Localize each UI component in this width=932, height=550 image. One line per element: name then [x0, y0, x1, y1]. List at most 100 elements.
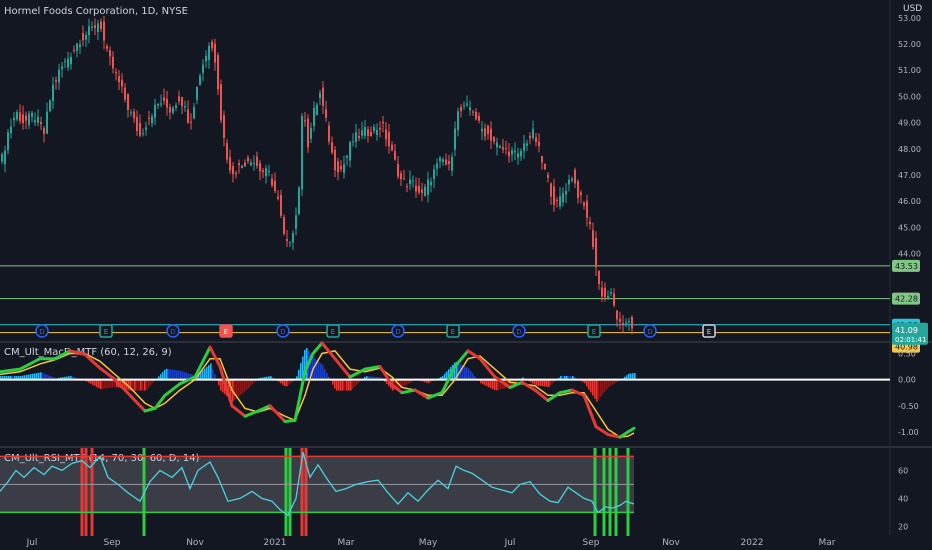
macd-histogram-bar [146, 379, 148, 390]
macd-histogram-bar [26, 374, 28, 380]
earnings-marker-icon [219, 324, 233, 338]
macd-line-segment [18, 357, 42, 371]
time-axis-label: Nov [186, 538, 204, 548]
macd-line-segment [303, 351, 315, 374]
macd-histogram-bar [304, 349, 306, 380]
time-axis-label: 2021 [264, 538, 287, 548]
candle-body [382, 121, 384, 124]
macd-histogram-bar [490, 379, 492, 389]
macd-line-segment [230, 404, 247, 418]
macd-histogram-bar [328, 376, 330, 380]
candle-body [43, 128, 45, 134]
macd-histogram-bar [104, 379, 106, 389]
macd-line-segment [83, 353, 102, 370]
candle-body [28, 113, 30, 125]
candle-body [391, 144, 393, 151]
macd-histogram-bar [130, 379, 132, 391]
candle-body [268, 171, 270, 173]
macd-histogram-bar [40, 372, 42, 380]
candle-body [277, 196, 279, 199]
candle-body [499, 146, 501, 149]
macd-histogram-bar [208, 365, 210, 380]
candle-body [19, 112, 21, 122]
rsi-signal-marker [602, 448, 606, 536]
macd-line-segment [400, 388, 417, 395]
candle-body [178, 96, 180, 102]
macd-histogram-bar [306, 348, 308, 380]
candle-body [514, 150, 516, 153]
macd-histogram-bar [106, 379, 108, 389]
macd-histogram-bar [6, 375, 8, 380]
rsi-indicator-title[interactable]: CM_Ult_RSI_MTF (14, 70, 30, 60, D, 14) [4, 453, 199, 464]
macd-histogram-bar [348, 379, 350, 391]
candle-body [214, 43, 216, 63]
macd-histogram-bar [300, 363, 302, 380]
candle-body [538, 141, 540, 146]
macd-histogram-bar [138, 379, 140, 391]
macd-line-segment [594, 425, 610, 437]
candle-body [82, 33, 84, 41]
candle-body [508, 151, 510, 157]
macd-line-segment [53, 349, 72, 361]
candle-body [310, 127, 312, 139]
macd-histogram-bar [562, 375, 564, 380]
macd-line-segment [520, 380, 537, 392]
macd-histogram-bar [460, 364, 462, 380]
candle-body [586, 200, 588, 218]
macd-histogram-bar [514, 379, 516, 384]
price-tick-label: 52.00 [898, 40, 921, 49]
candle-body [88, 26, 90, 35]
macd-histogram-bar [134, 379, 136, 391]
macd-histogram-bar [394, 379, 396, 390]
macd-histogram-bar [42, 373, 44, 380]
macd-histogram-bar [160, 374, 162, 380]
macd-histogram-bar [18, 375, 20, 380]
macd-histogram-bar [22, 375, 24, 380]
time-axis-label: Nov [662, 538, 680, 548]
price-tick-label: 53.00 [898, 14, 921, 23]
last-price-countdown: 02:01:41 [895, 336, 926, 344]
macd-histogram-bar [72, 376, 74, 380]
macd-histogram-bar [508, 379, 510, 388]
macd-histogram-bar [626, 375, 628, 380]
candle-body [430, 181, 432, 186]
dividend-marker-icon [643, 324, 657, 338]
macd-histogram-bar [230, 379, 232, 400]
macd-histogram-bar [228, 379, 230, 398]
macd-line-group [0, 341, 636, 439]
macd-tick-label: 0.50 [898, 349, 916, 358]
macd-histogram-bar [322, 364, 324, 380]
currency-label: USD [903, 4, 923, 14]
candle-body [49, 100, 51, 111]
macd-histogram-bar [36, 373, 38, 380]
macd-histogram-bar [466, 367, 468, 380]
candle-body [271, 178, 273, 186]
macd-histogram-bar [252, 379, 254, 384]
candle-body [415, 185, 417, 192]
macd-histogram-bar [604, 379, 606, 392]
candle-body [625, 322, 627, 324]
macd-histogram-bar [0, 375, 2, 380]
macd-histogram-bar [268, 376, 270, 380]
candle-body [238, 163, 240, 166]
macd-indicator-title[interactable]: CM_Ult_MacD_MTF (60, 12, 26, 9) [4, 347, 172, 358]
candle-body [133, 111, 135, 119]
candle-body [334, 149, 336, 171]
macd-histogram-bar [474, 375, 476, 380]
candle-body [211, 41, 213, 49]
chart-title: Hormel Foods Corporation, 1D, NYSE [4, 6, 188, 17]
macd-histogram-bar [240, 379, 242, 395]
candle-body [361, 130, 363, 136]
candle-body [16, 112, 18, 120]
dividend-marker-icon [391, 324, 405, 338]
candle-body [622, 323, 624, 325]
macd-histogram-bar [384, 379, 386, 382]
macd-histogram-bar [458, 362, 460, 380]
macd-histogram-bar [632, 373, 634, 380]
candle-body [304, 120, 306, 122]
candle-body [274, 180, 276, 192]
candle-body [487, 125, 489, 134]
candle-body [406, 186, 408, 188]
macd-histogram-bar [424, 379, 426, 383]
